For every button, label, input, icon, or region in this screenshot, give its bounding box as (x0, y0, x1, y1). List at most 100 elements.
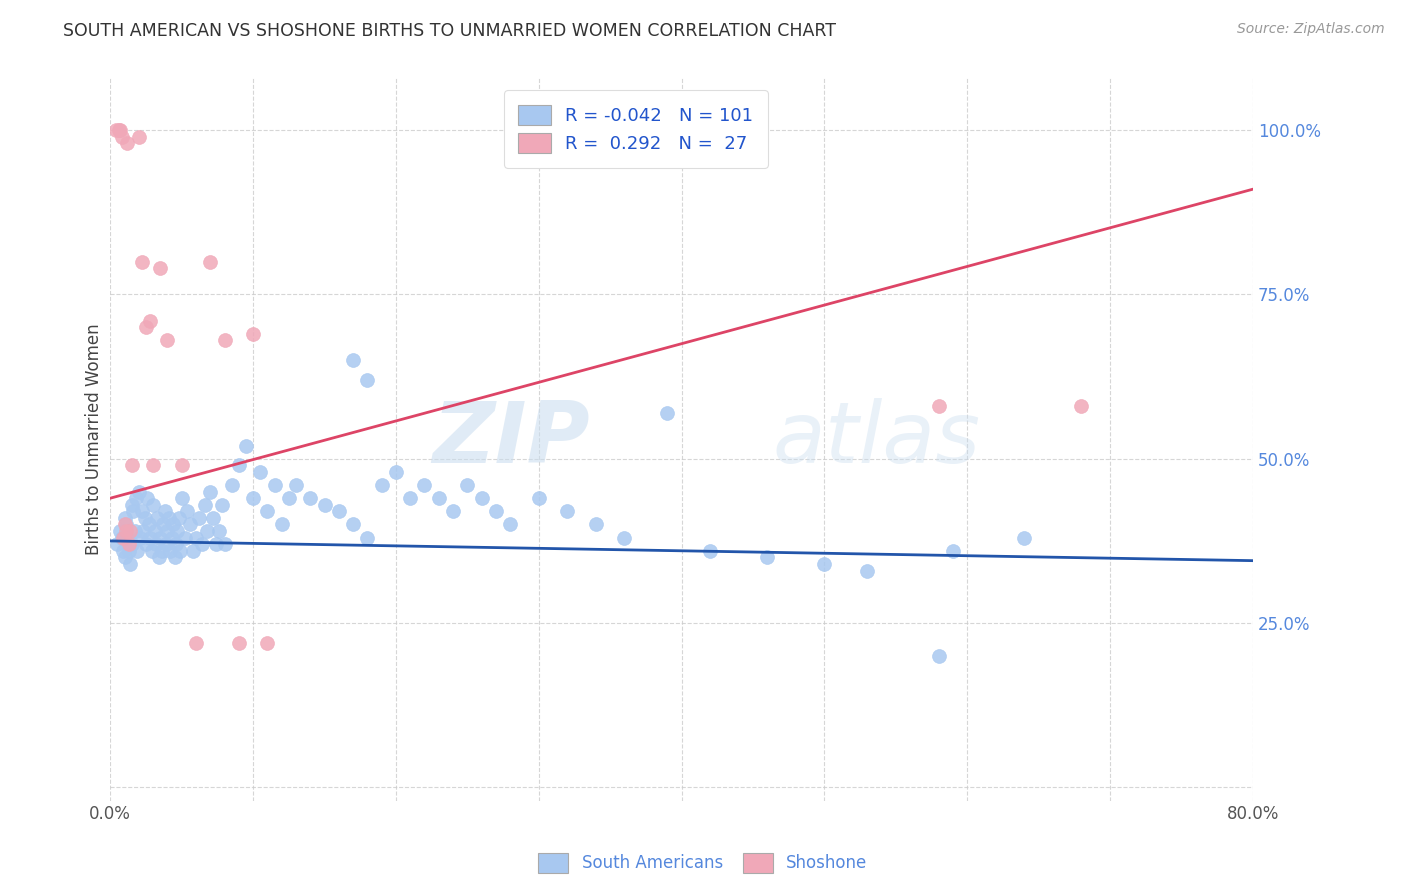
Point (385, 465, 408, 479)
Point (184, 531, 207, 545)
Point (148, 550, 170, 565)
Point (149, 531, 172, 545)
Point (256, 504, 278, 518)
Point (284, 478, 307, 492)
Point (456, 478, 478, 492)
Point (585, 517, 607, 532)
Point (118, 543, 141, 558)
Point (112, 531, 135, 545)
Point (150, 543, 173, 558)
Point (200, 254, 222, 268)
Point (342, 353, 364, 368)
Point (107, 537, 129, 551)
Point (228, 458, 250, 473)
Point (471, 491, 494, 506)
Point (124, 524, 146, 538)
Point (256, 636, 278, 650)
Point (527, 491, 550, 506)
Point (342, 517, 364, 532)
Point (128, 129, 150, 144)
Point (555, 504, 578, 518)
Point (111, 129, 134, 144)
Point (181, 543, 204, 558)
Point (176, 504, 198, 518)
Point (928, 648, 950, 663)
Point (111, 531, 134, 545)
Point (169, 543, 191, 558)
Text: SOUTH AMERICAN VS SHOSHONE BIRTHS TO UNMARRIED WOMEN CORRELATION CHART: SOUTH AMERICAN VS SHOSHONE BIRTHS TO UNM… (63, 22, 837, 40)
Point (104, 123, 127, 137)
Point (167, 511, 190, 525)
Point (163, 550, 186, 565)
Point (202, 511, 225, 525)
Point (187, 511, 209, 525)
Point (942, 543, 965, 558)
Point (156, 524, 179, 538)
Point (155, 537, 177, 551)
Text: ZIP: ZIP (433, 398, 591, 481)
Point (427, 491, 450, 506)
Point (110, 524, 132, 538)
Point (214, 537, 236, 551)
Point (131, 254, 153, 268)
Point (170, 491, 193, 506)
Point (356, 531, 378, 545)
Point (613, 531, 636, 545)
Point (117, 136, 139, 151)
Point (499, 517, 522, 532)
Point (159, 543, 181, 558)
Point (114, 550, 136, 565)
Point (173, 531, 195, 545)
Point (114, 511, 136, 525)
Point (399, 491, 422, 506)
Point (235, 439, 257, 453)
Point (699, 543, 721, 558)
Point (328, 504, 350, 518)
Point (143, 524, 166, 538)
Point (1070, 399, 1092, 413)
Point (197, 524, 219, 538)
Point (153, 504, 176, 518)
Point (205, 537, 228, 551)
Point (117, 531, 139, 545)
Point (110, 123, 132, 137)
Point (156, 334, 179, 348)
Point (162, 517, 184, 532)
Point (115, 524, 138, 538)
Text: atlas: atlas (773, 398, 981, 481)
Point (125, 491, 148, 506)
Point (108, 123, 131, 137)
Legend: South Americans, Shoshone: South Americans, Shoshone (531, 847, 875, 880)
Point (136, 491, 159, 506)
Point (139, 531, 162, 545)
Point (485, 504, 508, 518)
Point (813, 557, 835, 571)
Point (249, 465, 271, 479)
Point (114, 517, 136, 532)
Point (221, 478, 243, 492)
Point (121, 458, 143, 473)
Point (1014, 531, 1036, 545)
Point (134, 511, 156, 525)
Point (121, 537, 143, 551)
Point (127, 543, 149, 558)
Point (122, 504, 145, 518)
Point (413, 478, 436, 492)
Point (142, 498, 165, 512)
Point (157, 511, 180, 525)
Point (441, 504, 464, 518)
Point (263, 478, 285, 492)
Point (270, 517, 292, 532)
Point (370, 478, 392, 492)
Point (120, 557, 142, 571)
Point (214, 334, 236, 348)
Point (115, 517, 138, 532)
Point (135, 537, 157, 551)
Point (146, 511, 169, 525)
Text: Source: ZipAtlas.com: Source: ZipAtlas.com (1237, 22, 1385, 37)
Point (208, 524, 231, 538)
Y-axis label: Births to Unmarried Women: Births to Unmarried Women (86, 323, 103, 555)
Point (149, 261, 172, 276)
Point (179, 517, 201, 532)
Point (170, 458, 193, 473)
